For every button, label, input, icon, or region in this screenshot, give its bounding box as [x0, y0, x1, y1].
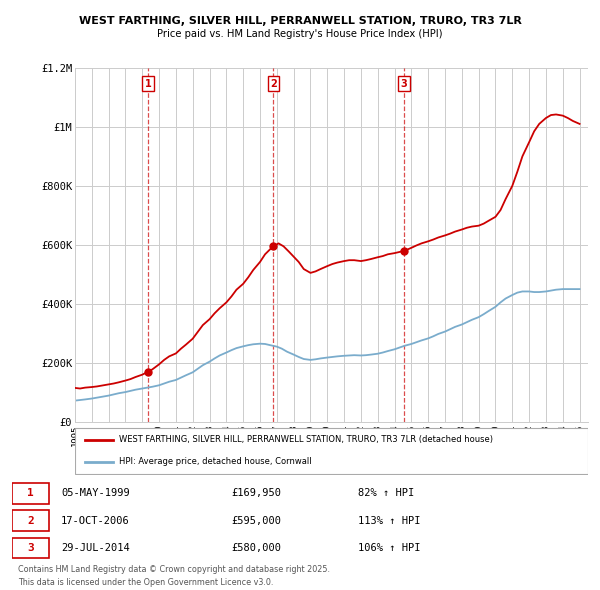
Text: Contains HM Land Registry data © Crown copyright and database right 2025.
This d: Contains HM Land Registry data © Crown c…	[18, 565, 330, 586]
Text: 82% ↑ HPI: 82% ↑ HPI	[358, 489, 414, 499]
Text: 113% ↑ HPI: 113% ↑ HPI	[358, 516, 420, 526]
Text: 29-JUL-2014: 29-JUL-2014	[61, 543, 130, 553]
Text: 106% ↑ HPI: 106% ↑ HPI	[358, 543, 420, 553]
Text: WEST FARTHING, SILVER HILL, PERRANWELL STATION, TRURO, TR3 7LR (detached house): WEST FARTHING, SILVER HILL, PERRANWELL S…	[119, 435, 493, 444]
FancyBboxPatch shape	[12, 538, 49, 558]
Text: £169,950: £169,950	[231, 489, 281, 499]
FancyBboxPatch shape	[75, 428, 588, 474]
Text: 2: 2	[270, 79, 277, 88]
FancyBboxPatch shape	[12, 510, 49, 531]
Text: £580,000: £580,000	[231, 543, 281, 553]
Text: 17-OCT-2006: 17-OCT-2006	[61, 516, 130, 526]
Text: Price paid vs. HM Land Registry's House Price Index (HPI): Price paid vs. HM Land Registry's House …	[157, 30, 443, 39]
Text: 1: 1	[28, 489, 34, 499]
Text: WEST FARTHING, SILVER HILL, PERRANWELL STATION, TRURO, TR3 7LR: WEST FARTHING, SILVER HILL, PERRANWELL S…	[79, 16, 521, 25]
Text: 3: 3	[28, 543, 34, 553]
Text: 05-MAY-1999: 05-MAY-1999	[61, 489, 130, 499]
Text: 1: 1	[145, 79, 152, 88]
Text: £595,000: £595,000	[231, 516, 281, 526]
Text: HPI: Average price, detached house, Cornwall: HPI: Average price, detached house, Corn…	[119, 457, 311, 466]
Text: 3: 3	[401, 79, 407, 88]
FancyBboxPatch shape	[12, 483, 49, 504]
Text: 2: 2	[28, 516, 34, 526]
